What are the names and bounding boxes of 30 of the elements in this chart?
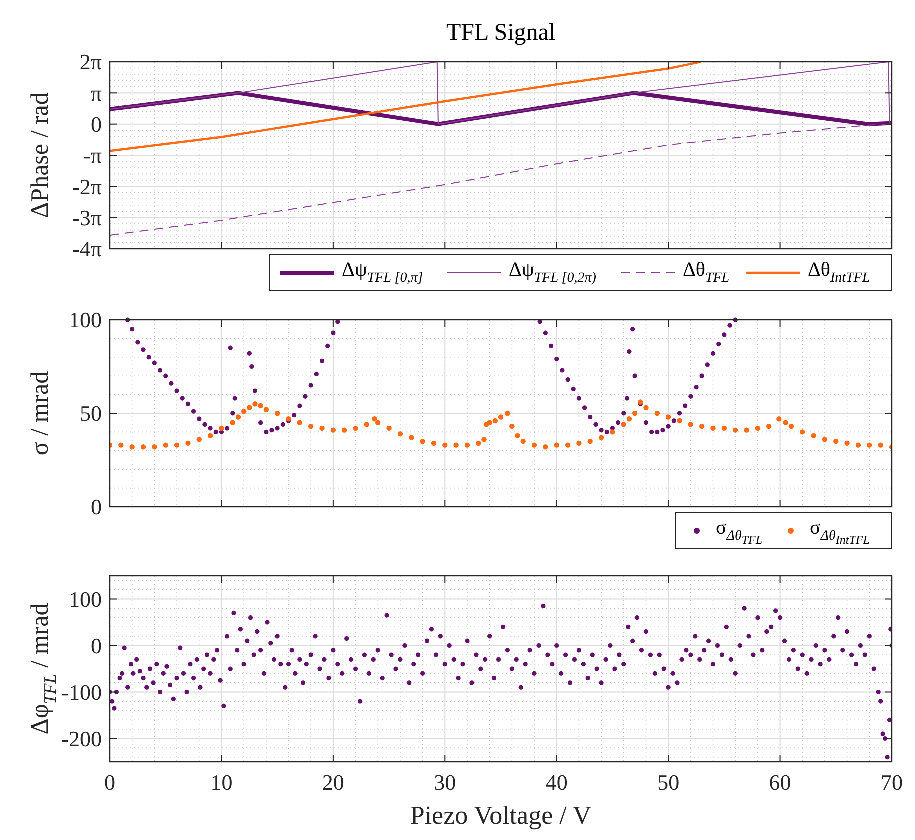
legend-label: Δψ$_{TFL [0,2π)}$: [509, 259, 597, 286]
legend-label: Δθ$_{TFL}$: [683, 259, 730, 286]
x-tick-label: 10: [210, 770, 233, 795]
x-tick-label: 50: [658, 770, 680, 795]
y-tick-label: 2π: [80, 50, 102, 75]
y-tick-label: π: [90, 80, 102, 106]
y-tick-label: 0: [91, 633, 102, 658]
chart-title: TFL Signal: [446, 20, 556, 46]
y-tick-label: 100: [69, 586, 102, 612]
x-tick-label: 20: [322, 770, 344, 795]
x-tick-label: 60: [769, 770, 792, 795]
y-tick-label: -2π: [72, 174, 102, 200]
legend-label: Δψ$_{TFL [0,π]}$: [342, 259, 424, 286]
y-tick-label: 100: [69, 308, 102, 333]
y-axis-title: ΔPhase / rad: [27, 92, 54, 218]
x-tick-label: 70: [881, 770, 903, 795]
y-tick-label: 50: [80, 401, 102, 426]
y-axis-title: σ / mrad: [27, 370, 54, 456]
y-tick-label: -4π: [72, 236, 102, 262]
line-series: [110, 60, 702, 152]
y-tick-label: -3π: [72, 206, 102, 231]
y-tick-label: 0: [91, 494, 102, 520]
x-tick-label: 30: [434, 770, 456, 795]
legend-label: Δθ$_{IntTFL}$: [808, 259, 870, 286]
x-tick-label: 40: [546, 770, 568, 795]
y-tick-label: -π: [84, 143, 102, 168]
x-axis-title: Piezo Voltage / V: [410, 801, 592, 830]
y-tick-label: 0: [91, 112, 102, 138]
y-tick-label: -100: [62, 680, 102, 705]
y-tick-label: -200: [62, 726, 102, 752]
